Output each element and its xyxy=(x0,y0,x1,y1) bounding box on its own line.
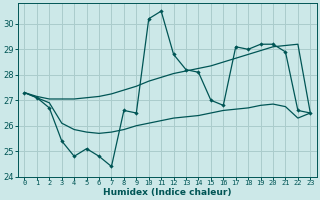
X-axis label: Humidex (Indice chaleur): Humidex (Indice chaleur) xyxy=(103,188,232,197)
